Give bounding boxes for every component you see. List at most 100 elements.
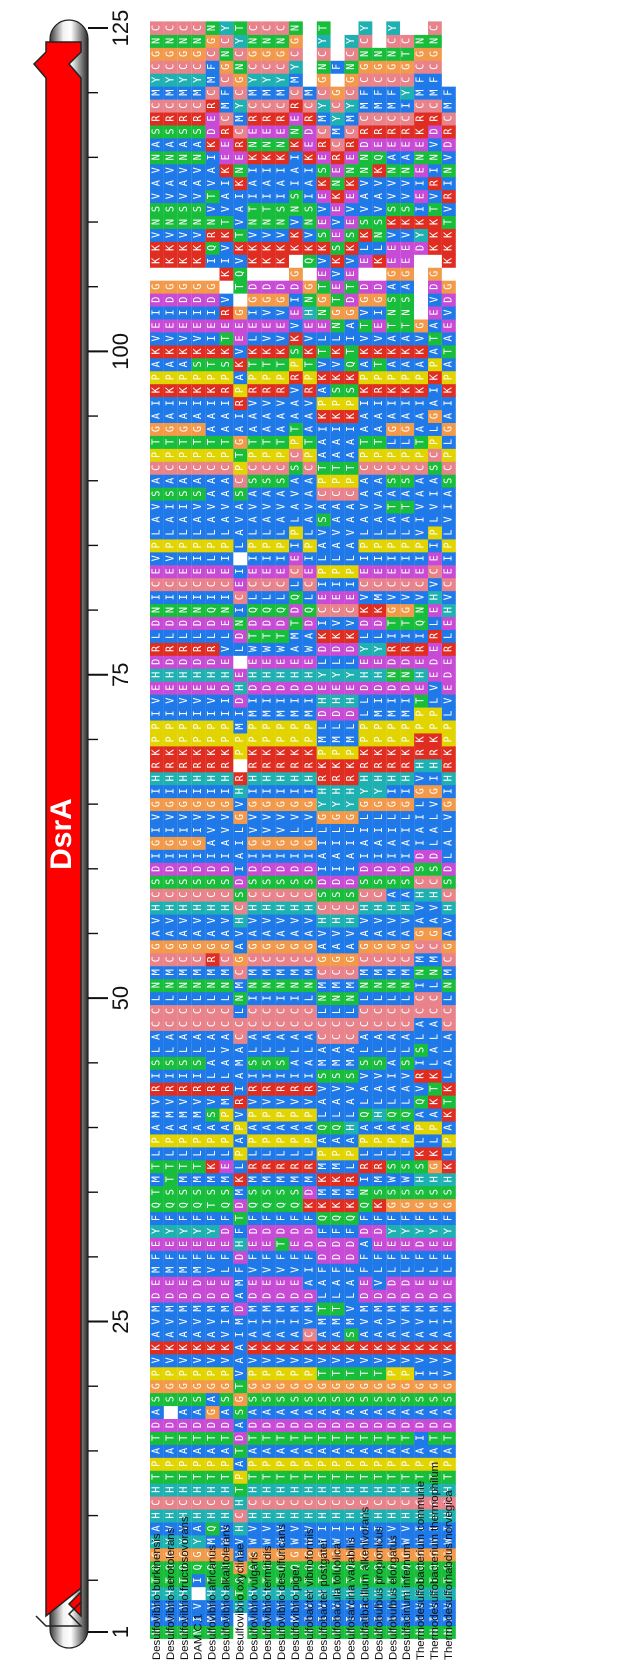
residue-letter: D bbox=[290, 866, 301, 872]
residue-letter: I bbox=[277, 1318, 288, 1324]
residue-letter: P bbox=[235, 465, 246, 471]
residue-letter: N bbox=[249, 219, 260, 225]
residue-letter: I bbox=[304, 698, 315, 704]
residue-letter: A bbox=[179, 478, 190, 484]
residue-letter: L bbox=[360, 698, 371, 704]
residue-letter: V bbox=[207, 180, 218, 186]
residue-letter: C bbox=[165, 892, 176, 898]
residue-cell bbox=[150, 1069, 164, 1083]
residue-letter: A bbox=[193, 478, 204, 484]
residue-letter: G bbox=[346, 814, 357, 820]
residue-letter: V bbox=[151, 917, 162, 923]
residue-letter: N bbox=[360, 51, 371, 57]
residue-letter: T bbox=[374, 1474, 385, 1480]
residue-letter: V bbox=[346, 529, 357, 535]
residue-letter: A bbox=[235, 1137, 246, 1143]
residue-letter: I bbox=[151, 310, 162, 316]
residue-letter: A bbox=[221, 930, 232, 936]
residue-letter: L bbox=[402, 1150, 413, 1156]
residue-letter: V bbox=[249, 504, 260, 510]
residue-letter: M bbox=[374, 1306, 385, 1312]
residue-letter: C bbox=[207, 90, 218, 96]
residue-letter: G bbox=[235, 439, 246, 445]
residue-letter: K bbox=[193, 347, 204, 354]
residue-letter: R bbox=[207, 102, 218, 109]
residue-letter: D bbox=[290, 607, 301, 613]
residue-letter: C bbox=[277, 581, 288, 587]
residue-letter: R bbox=[277, 761, 288, 768]
residue-letter: G bbox=[332, 814, 343, 820]
residue-letter: C bbox=[193, 465, 204, 471]
residue-letter: A bbox=[179, 361, 190, 367]
residue-letter: M bbox=[207, 1176, 218, 1182]
residue-letter: V bbox=[304, 335, 315, 341]
residue-letter: D bbox=[374, 1228, 385, 1234]
residue-letter: L bbox=[374, 1150, 385, 1156]
residue-letter: L bbox=[221, 1150, 232, 1156]
residue-letter: A bbox=[360, 1331, 371, 1337]
residue-letter: A bbox=[332, 1047, 343, 1053]
residue-letter: T bbox=[235, 1383, 246, 1389]
residue-letter: S bbox=[277, 478, 288, 484]
residue-letter: E bbox=[221, 1241, 232, 1247]
residue-letter: C bbox=[151, 892, 162, 898]
residue-letter: G bbox=[402, 271, 413, 277]
residue-letter: D bbox=[304, 685, 315, 691]
residue-letter: I bbox=[402, 827, 413, 833]
residue-letter: I bbox=[277, 698, 288, 704]
residue-letter: N bbox=[193, 154, 204, 160]
residue-letter: A bbox=[179, 1124, 190, 1130]
residue-letter: S bbox=[332, 245, 343, 251]
residue-letter: K bbox=[304, 347, 315, 354]
residue-letter: H bbox=[277, 672, 288, 678]
residue-letter: S bbox=[304, 1396, 315, 1402]
residue-letter: G bbox=[165, 51, 176, 57]
residue-letter: G bbox=[263, 297, 274, 303]
residue-letter: T bbox=[332, 297, 343, 303]
residue-letter: K bbox=[263, 257, 274, 264]
tick-label: 100 bbox=[108, 333, 133, 370]
residue-letter: F bbox=[235, 1267, 246, 1273]
residue-letter: N bbox=[346, 64, 357, 70]
sequence-row: NIVHTQGWVHCHTPATDASGPVKAIMDEVFEDFQSMRLPA… bbox=[261, 21, 276, 1639]
residue-letter: G bbox=[290, 840, 301, 846]
residue-letter: K bbox=[332, 347, 343, 354]
residue-letter: V bbox=[290, 1267, 301, 1273]
residue-letter: V bbox=[151, 1318, 162, 1324]
residue-letter: C bbox=[263, 956, 274, 962]
residue-letter: V bbox=[165, 335, 176, 341]
residue-letter: L bbox=[402, 814, 413, 820]
residue-letter: V bbox=[207, 1318, 218, 1324]
residue-letter: R bbox=[249, 761, 260, 768]
residue-letter: M bbox=[277, 90, 288, 96]
residue-letter: L bbox=[332, 723, 343, 729]
residue-letter: P bbox=[304, 1461, 315, 1467]
residue-letter: V bbox=[263, 1357, 274, 1363]
residue-letter: S bbox=[318, 232, 329, 238]
residue-letter: C bbox=[193, 1021, 204, 1027]
residue-letter: K bbox=[277, 153, 288, 160]
residue-letter: H bbox=[249, 1487, 260, 1493]
residue-letter: V bbox=[221, 297, 232, 303]
residue-letter: A bbox=[179, 180, 190, 186]
residue-letter: A bbox=[277, 1331, 288, 1337]
residue-letter: A bbox=[416, 1448, 427, 1454]
residue-letter: E bbox=[235, 154, 246, 160]
residue-letter: Y bbox=[193, 1538, 204, 1544]
residue-letter: N bbox=[346, 167, 357, 173]
residue-letter: M bbox=[179, 1306, 190, 1312]
residue-letter: L bbox=[304, 529, 315, 535]
residue-letter: T bbox=[221, 219, 232, 225]
residue-letter: P bbox=[207, 452, 218, 458]
residue-letter: P bbox=[179, 723, 190, 729]
residue-letter: V bbox=[277, 400, 288, 406]
residue-letter: L bbox=[360, 995, 371, 1001]
residue-letter: G bbox=[360, 1383, 371, 1389]
residue-letter: E bbox=[360, 568, 371, 574]
residue-letter: M bbox=[221, 1306, 232, 1312]
residue-letter: V bbox=[416, 529, 427, 535]
residue-letter: M bbox=[249, 711, 260, 717]
residue-letter: G bbox=[151, 840, 162, 846]
residue-letter: G bbox=[277, 297, 288, 303]
residue-letter: D bbox=[402, 685, 413, 691]
